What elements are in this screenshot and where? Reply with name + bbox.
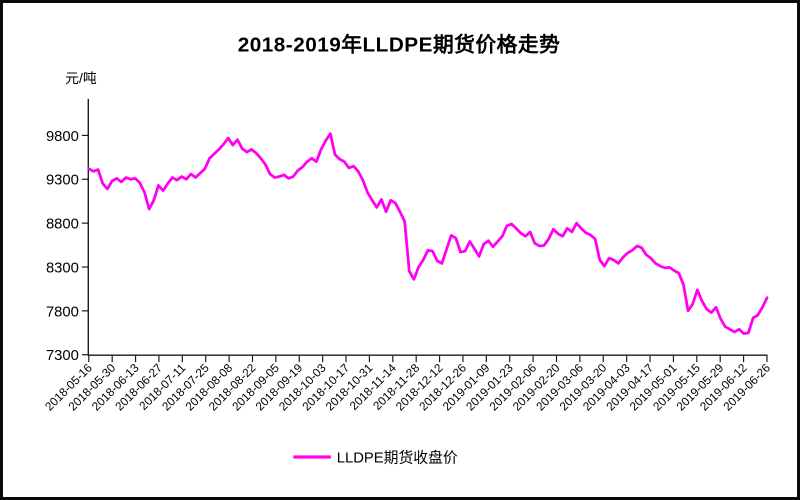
y-tick-label: 9300 [46, 173, 79, 189]
y-axis-unit-label: 元/吨 [65, 70, 97, 86]
y-tick-label: 7300 [46, 348, 79, 364]
lldpe-price-chart: 2018-2019年LLDPE期货价格走势 元/吨 9800 9300 8800 83… [42, 32, 773, 466]
legend-label: LLDPE期货收盘价 [337, 448, 458, 466]
y-tick-label: 8300 [46, 260, 79, 276]
y-tick-label: 9800 [46, 129, 79, 145]
y-tick-label: 8800 [46, 217, 79, 233]
y-tick-label: 7800 [46, 304, 79, 320]
price-line-series [87, 132, 769, 336]
legend: LLDPE期货收盘价 [293, 448, 458, 466]
x-axis-ticks: 2018-05-162018-05-302018-06-132018-06-27… [42, 355, 773, 414]
y-axis-ticks: 9800 9300 8800 8300 7800 7300 [46, 129, 89, 364]
chart-title: 2018-2019年LLDPE期货价格走势 [238, 32, 561, 56]
